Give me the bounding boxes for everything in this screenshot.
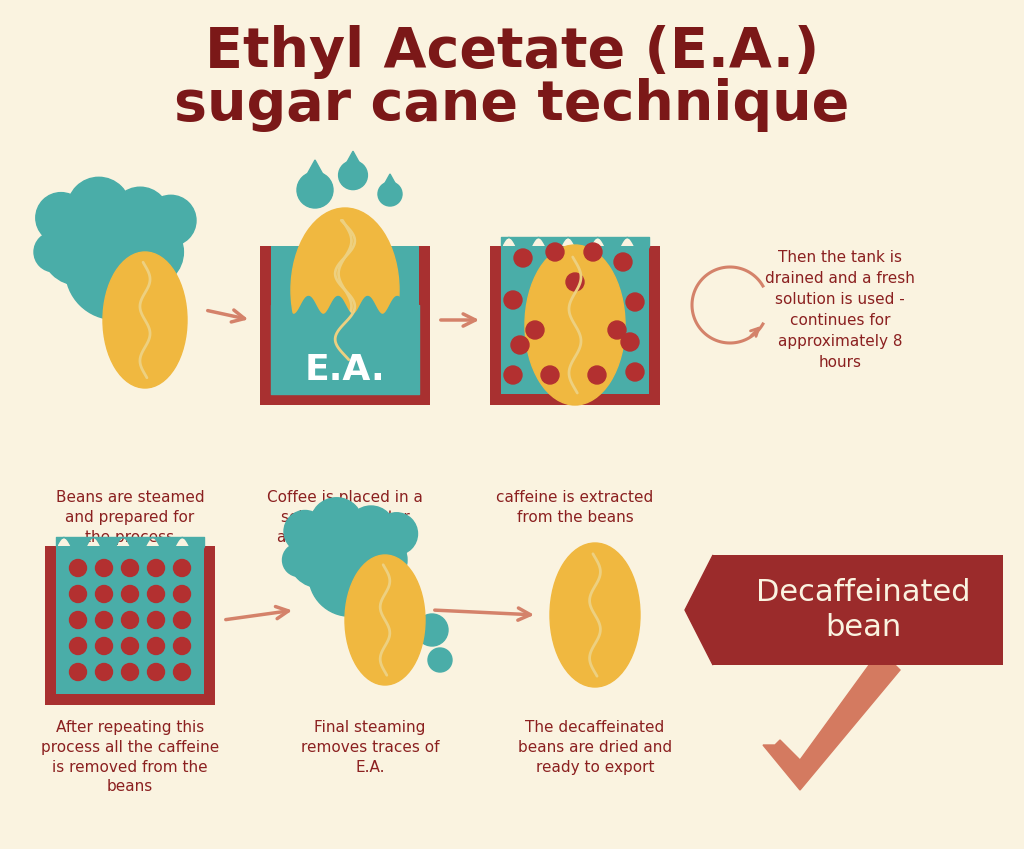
Circle shape — [36, 193, 86, 243]
Circle shape — [339, 160, 368, 189]
Ellipse shape — [550, 543, 640, 687]
Circle shape — [95, 611, 113, 628]
Circle shape — [310, 498, 362, 550]
Text: Final steaming
removes traces of
E.A.: Final steaming removes traces of E.A. — [301, 720, 439, 774]
Ellipse shape — [103, 252, 187, 388]
Text: caffeine is extracted
from the beans: caffeine is extracted from the beans — [497, 490, 653, 525]
Text: Coffee is placed in a
solution of water
and Ethyl Acetate: Coffee is placed in a solution of water … — [267, 490, 423, 544]
Circle shape — [70, 638, 86, 655]
Circle shape — [66, 221, 165, 319]
Circle shape — [376, 513, 418, 554]
Ellipse shape — [291, 208, 399, 372]
Circle shape — [514, 249, 532, 267]
Circle shape — [122, 611, 138, 628]
Bar — [45, 546, 56, 705]
Circle shape — [147, 586, 165, 603]
Circle shape — [378, 182, 402, 206]
Circle shape — [41, 210, 117, 285]
Bar — [271, 246, 419, 394]
Circle shape — [626, 293, 644, 311]
Circle shape — [584, 243, 602, 261]
Ellipse shape — [345, 555, 425, 685]
Circle shape — [173, 586, 190, 603]
Circle shape — [95, 586, 113, 603]
Bar — [490, 246, 501, 405]
Text: sugar cane technique: sugar cane technique — [174, 78, 850, 132]
Circle shape — [504, 366, 522, 384]
Circle shape — [173, 559, 190, 576]
Circle shape — [546, 243, 564, 261]
Circle shape — [357, 564, 387, 593]
Circle shape — [115, 218, 183, 286]
Circle shape — [95, 559, 113, 576]
Circle shape — [70, 611, 86, 628]
Text: Then the tank is
drained and a fresh
solution is used -
continues for
approximat: Then the tank is drained and a fresh sol… — [765, 250, 914, 370]
Circle shape — [350, 531, 407, 588]
Bar — [56, 546, 204, 694]
Bar — [419, 246, 430, 405]
Text: After repeating this
process all the caffeine
is removed from the
beans: After repeating this process all the caf… — [41, 720, 219, 795]
Circle shape — [145, 195, 196, 245]
Polygon shape — [685, 555, 713, 665]
Text: Beans are steamed
and prepared for
the process: Beans are steamed and prepared for the p… — [55, 490, 205, 544]
Text: Decaffeinated
bean: Decaffeinated bean — [756, 577, 971, 643]
Circle shape — [526, 321, 544, 339]
Circle shape — [173, 611, 190, 628]
Circle shape — [70, 586, 86, 603]
Circle shape — [70, 559, 86, 576]
Circle shape — [173, 638, 190, 655]
Circle shape — [147, 559, 165, 576]
Bar — [649, 246, 660, 405]
Circle shape — [147, 611, 165, 628]
Circle shape — [112, 187, 169, 245]
Circle shape — [122, 586, 138, 603]
Polygon shape — [298, 160, 333, 192]
Circle shape — [428, 648, 452, 672]
Circle shape — [289, 525, 351, 588]
Circle shape — [626, 363, 644, 381]
Bar — [204, 546, 215, 705]
Circle shape — [511, 336, 529, 354]
Circle shape — [122, 664, 138, 681]
Circle shape — [347, 506, 395, 554]
Circle shape — [504, 291, 522, 309]
Polygon shape — [339, 151, 367, 177]
Circle shape — [608, 321, 626, 339]
Circle shape — [68, 177, 130, 240]
Circle shape — [95, 638, 113, 655]
Circle shape — [566, 273, 584, 291]
Circle shape — [122, 638, 138, 655]
Bar — [260, 246, 271, 405]
Bar — [713, 555, 1002, 665]
Circle shape — [173, 664, 190, 681]
Circle shape — [297, 172, 333, 208]
Circle shape — [621, 333, 639, 351]
Circle shape — [614, 253, 632, 271]
Circle shape — [541, 366, 559, 384]
Text: E.A.: E.A. — [305, 353, 385, 387]
Text: Ethyl Acetate (E.A.): Ethyl Acetate (E.A.) — [205, 25, 819, 79]
Bar — [490, 394, 660, 405]
Polygon shape — [379, 174, 401, 195]
Circle shape — [309, 534, 391, 616]
Circle shape — [122, 559, 138, 576]
Circle shape — [588, 366, 606, 384]
Circle shape — [34, 232, 74, 272]
Circle shape — [283, 543, 315, 576]
Circle shape — [147, 664, 165, 681]
Bar — [45, 694, 215, 705]
Circle shape — [70, 664, 86, 681]
Circle shape — [147, 638, 165, 655]
Circle shape — [284, 510, 326, 553]
Circle shape — [73, 259, 113, 299]
Ellipse shape — [525, 245, 625, 405]
Bar — [501, 246, 649, 394]
Bar — [260, 394, 430, 405]
Polygon shape — [763, 650, 900, 790]
Circle shape — [95, 664, 113, 681]
Circle shape — [416, 614, 449, 646]
Circle shape — [314, 566, 348, 599]
Text: The decaffeinated
beans are dried and
ready to export: The decaffeinated beans are dried and re… — [518, 720, 672, 774]
Circle shape — [124, 256, 160, 293]
